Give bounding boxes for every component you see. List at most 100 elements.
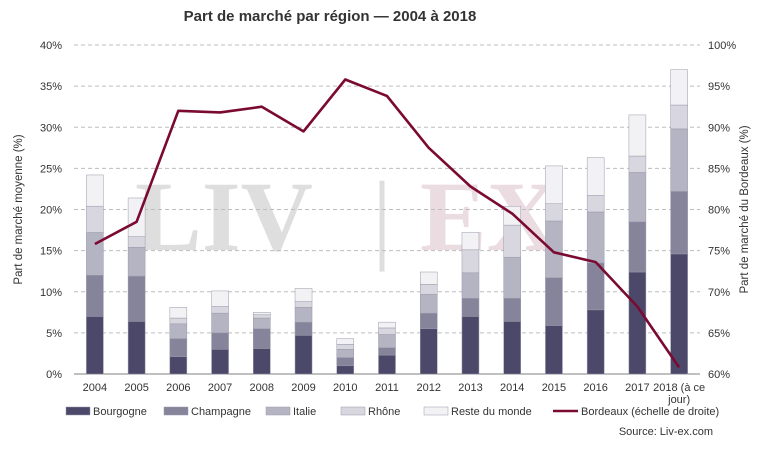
- bar-italie: [628, 172, 647, 223]
- x-tick-label: 2006: [166, 382, 190, 394]
- bar-rh-ne: [670, 104, 688, 130]
- bar-champagne: [378, 347, 396, 356]
- bar-italie: [169, 323, 188, 339]
- x-tick-label: 2004: [83, 382, 107, 394]
- source-note: Source: Liv-ex.com: [618, 426, 713, 438]
- bar-rh-ne: [169, 317, 188, 325]
- bar-bourgogne: [86, 316, 104, 375]
- bar-bourgogne: [211, 349, 229, 375]
- legend-swatch-bourgogne: [65, 406, 91, 416]
- bar-italie: [211, 312, 229, 334]
- legend-label-reste-du-monde: Reste du monde: [451, 406, 532, 418]
- tick-labels: 0% 5% 10% 15% 20% 25% 30% 35% 40% 60% 65% 70% 75% 80%…: [40, 40, 736, 406]
- bar-champagne: [294, 321, 313, 336]
- bar-bourgogne: [419, 328, 438, 375]
- x-tick-label: 2007: [208, 382, 232, 394]
- x-tick-label: 2010: [333, 382, 357, 394]
- legend-label-champagne: Champagne: [191, 406, 251, 418]
- bar-bourgogne: [545, 325, 563, 375]
- bar-rh-ne: [378, 327, 396, 335]
- bar-bourgogne: [294, 335, 313, 375]
- y-tick-label: 10%: [40, 287, 62, 299]
- legend-label-rh-ne: Rhône: [368, 406, 400, 418]
- bar-reste-du-monde: [253, 312, 271, 316]
- x-tick-label: 2009: [291, 382, 315, 394]
- bar-bourgogne: [586, 309, 605, 375]
- bar-reste-du-monde: [86, 174, 104, 207]
- y2-axis-label: Part de marché du Bordeaux (%): [739, 125, 751, 293]
- bar-champagne: [86, 275, 104, 317]
- bar-bourgogne: [253, 348, 271, 375]
- bar-reste-du-monde: [336, 338, 355, 345]
- bar-rh-ne: [586, 195, 605, 213]
- y-tick-label: 20%: [40, 205, 62, 217]
- y2-tick-label: 100%: [708, 40, 736, 52]
- legend-swatch-champagne: [163, 406, 189, 416]
- watermark-left: LIV: [135, 161, 313, 272]
- bar-rh-ne: [253, 314, 271, 319]
- bar-italie: [294, 307, 313, 323]
- y-tick-label: 35%: [40, 81, 62, 93]
- bar-italie: [545, 220, 563, 279]
- bar-rh-ne: [628, 155, 647, 173]
- legend: Bourgogne Champagne Italie Rhône Reste du mo…: [65, 406, 719, 418]
- watermark-right: EX: [420, 161, 559, 272]
- bar-champagne: [127, 275, 146, 322]
- chart-title: Part de marché par région — 2004 à 2018: [183, 8, 477, 25]
- bar-italie: [503, 256, 521, 299]
- x-tick-label: 2017: [625, 382, 649, 394]
- bar-rh-ne: [503, 224, 521, 258]
- bar-reste-du-monde: [211, 290, 229, 307]
- x-tick-label: 2014: [500, 382, 524, 394]
- bar-reste-du-monde: [586, 157, 605, 196]
- y-tick-label: 30%: [40, 122, 62, 134]
- bar-italie: [86, 232, 104, 276]
- bar-rh-ne: [419, 284, 438, 295]
- bar-reste-du-monde: [461, 232, 480, 251]
- y-tick-label: 15%: [40, 246, 62, 258]
- bar-champagne: [503, 298, 521, 322]
- x-tick-label: 2008: [250, 382, 274, 394]
- bar-reste-du-monde: [378, 321, 396, 329]
- bar-champagne: [336, 357, 355, 367]
- x-tick-label: 2012: [416, 382, 440, 394]
- bar-reste-du-monde: [294, 288, 313, 302]
- bar-italie: [378, 334, 396, 348]
- bar-bourgogne: [461, 316, 480, 375]
- bar-bourgogne: [503, 321, 521, 375]
- bar-reste-du-monde: [169, 307, 188, 319]
- x-tick-label: 2005: [124, 382, 148, 394]
- bar-champagne: [211, 332, 229, 350]
- bar-bourgogne: [628, 271, 647, 375]
- bar-champagne: [670, 191, 688, 255]
- watermark-separator: |: [372, 161, 392, 272]
- bar-champagne: [419, 312, 438, 330]
- x-tick-label: 2011: [375, 382, 399, 394]
- y2-tick-label: 75%: [708, 246, 730, 258]
- y2-tick-label: 60%: [708, 369, 730, 381]
- bar-champagne: [461, 298, 480, 317]
- bar-reste-du-monde: [670, 69, 688, 106]
- bars: [86, 69, 688, 375]
- series-line-bordeaux: [94, 78, 681, 369]
- y2-tick-label: 70%: [708, 287, 730, 299]
- y-axis-label: Part de marché moyenne (%): [13, 134, 25, 284]
- bar-champagne: [628, 221, 647, 273]
- y2-tick-label: 85%: [708, 163, 730, 175]
- bar-bourgogne: [670, 253, 688, 375]
- bar-champagne: [253, 328, 271, 349]
- y-tick-label: 25%: [40, 163, 62, 175]
- bar-italie: [127, 247, 146, 277]
- y-tick-label: 40%: [40, 40, 62, 52]
- bar-reste-du-monde: [545, 165, 563, 204]
- bar-italie: [253, 317, 271, 330]
- legend-label-italie: Italie: [293, 406, 316, 418]
- x-tick-label: 2016: [583, 382, 607, 394]
- y2-tick-label: 65%: [708, 328, 730, 340]
- legend-label-bordeaux-chelle-de-droite-: Bordeaux (échelle de droite): [581, 406, 719, 418]
- y-tick-label: 5%: [46, 328, 62, 340]
- bar-italie: [670, 128, 688, 192]
- bar-bourgogne: [336, 365, 355, 375]
- bar-rh-ne: [127, 236, 146, 248]
